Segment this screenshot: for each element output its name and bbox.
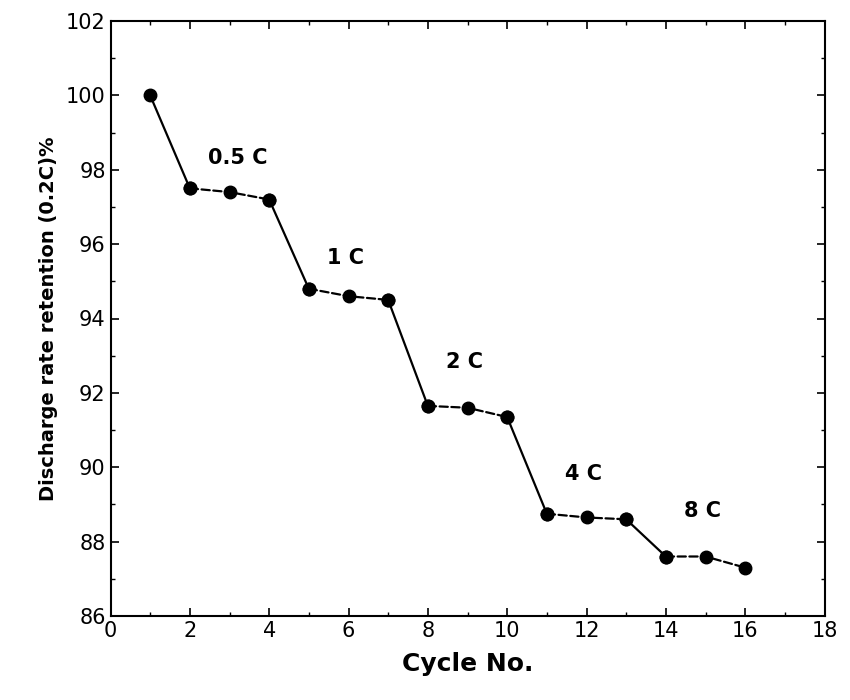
Text: 8 C: 8 C — [683, 501, 721, 522]
Text: 1 C: 1 C — [326, 248, 364, 268]
Y-axis label: Discharge rate retention (0.2C)%: Discharge rate retention (0.2C)% — [38, 136, 58, 500]
X-axis label: Cycle No.: Cycle No. — [402, 652, 533, 676]
Text: 2 C: 2 C — [445, 352, 483, 372]
Text: 0.5 C: 0.5 C — [207, 148, 267, 168]
Text: 4 C: 4 C — [564, 464, 602, 484]
